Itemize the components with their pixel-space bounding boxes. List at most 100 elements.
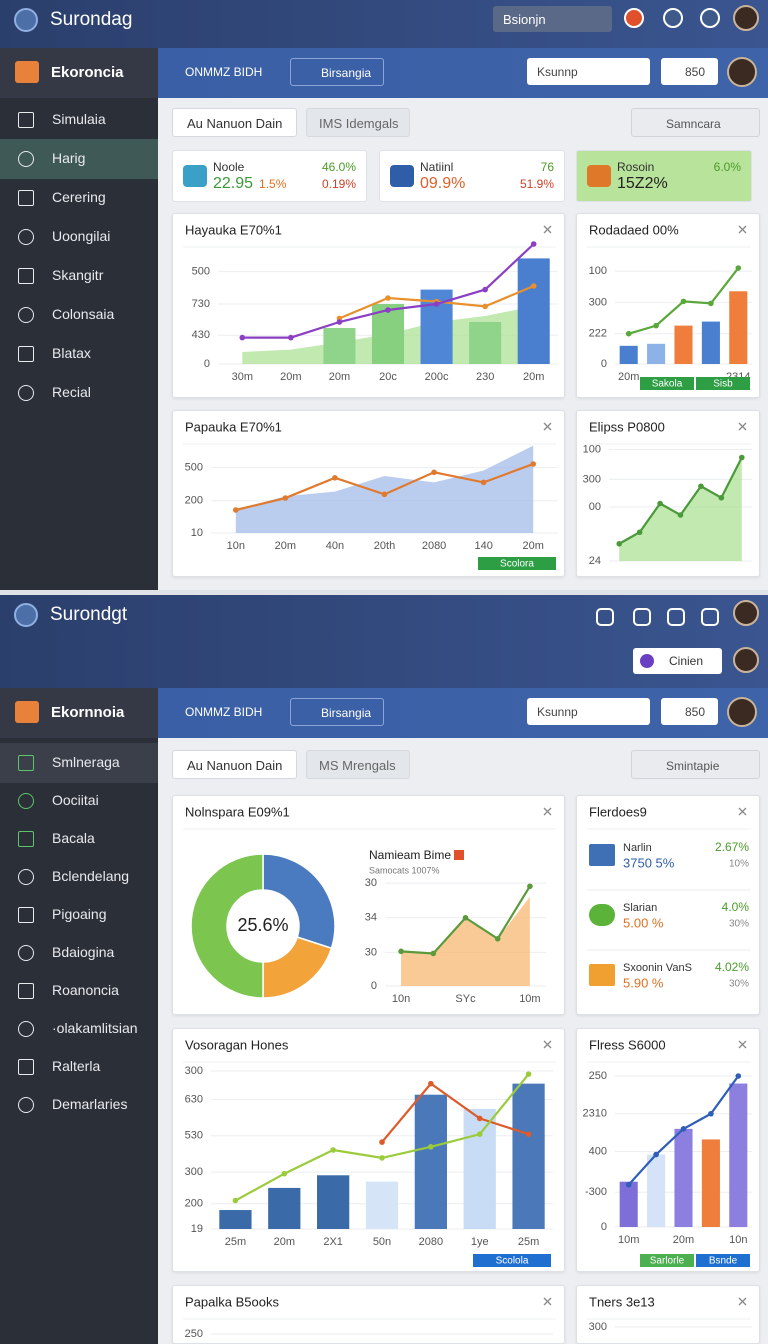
toolbar-tab[interactable]: ONMMZ BIDH (185, 705, 263, 719)
nav-item[interactable]: Recial (52, 384, 91, 400)
bar (463, 1108, 496, 1229)
y-tick-label: 0 (601, 358, 607, 370)
stat-value: 15Z2% (617, 175, 668, 192)
y-tick-label: 19 (191, 1223, 203, 1235)
x-tick-label: 40n (326, 540, 344, 552)
toolbar-counter[interactable]: 850 (661, 58, 718, 85)
nav-item[interactable]: Demarlaries (52, 1096, 128, 1112)
legend-pill (696, 1254, 750, 1267)
nav-item[interactable]: ·olakamlitsian (52, 1020, 138, 1036)
header-icon[interactable] (633, 608, 651, 626)
y-tick-label: -300 (585, 1186, 607, 1198)
search-box[interactable]: Bsionjn (493, 6, 612, 32)
panel-canvas: Vosoragan Hones 19 200 300 530 630 300 25m 20m 2X… (183, 1037, 556, 1267)
legend-pill (473, 1254, 551, 1267)
line-point (332, 475, 338, 481)
bar (701, 321, 720, 364)
panel: Flress S6000 0 -300 400 2310 250 10m 20m 10n Sarl… (576, 1028, 760, 1272)
header-icon[interactable] (701, 608, 719, 626)
line-point (433, 301, 440, 307)
toolbar-select[interactable]: Ksunnp (527, 58, 650, 85)
filter-primary[interactable]: Au Nanuon Dain (172, 108, 297, 137)
y-tick-label: 0 (204, 358, 210, 370)
nav-item[interactable]: Blatax (52, 345, 91, 361)
header-icon[interactable] (700, 8, 720, 28)
item-name: Narlin (623, 842, 652, 854)
nav-item[interactable]: Oociitai (52, 792, 99, 808)
nav-item[interactable]: Pigoaing (52, 906, 107, 922)
nav-item[interactable]: Cerering (52, 189, 106, 205)
y-tick-label: 0 (371, 980, 377, 992)
filter-secondary[interactable]: IMS Idemgals (306, 108, 410, 137)
x-tick-label: 20m (673, 1234, 694, 1246)
panel: Elipss P0800 24 00 300 100 (576, 410, 760, 577)
nav-item[interactable]: Simulaia (52, 111, 106, 127)
header-icon[interactable] (663, 8, 683, 28)
nav-icon (18, 983, 34, 999)
nav-item[interactable]: Bacala (52, 830, 95, 846)
action-button[interactable]: Smintapie (631, 750, 760, 779)
line-point (379, 1155, 385, 1161)
y-tick-label: 730 (192, 298, 210, 310)
bar (414, 1094, 447, 1229)
line-point (476, 1115, 483, 1122)
action-button[interactable]: Samncara (631, 108, 760, 137)
line-point (657, 500, 663, 507)
line-point (476, 1131, 483, 1137)
item-value: 5.90 % (623, 975, 664, 990)
line-point (428, 1080, 434, 1087)
header-icon[interactable] (624, 8, 644, 28)
nav-icon (18, 1059, 34, 1075)
panel: Nolnspara E09%1 25.6% Namieam Bime Samocats… (172, 795, 565, 1015)
bar (674, 325, 693, 364)
legend-label: Scolora (500, 559, 534, 570)
filter-primary[interactable]: Au Nanuon Dain (172, 750, 297, 779)
header-icon[interactable] (596, 608, 614, 626)
toolbar-counter[interactable]: 850 (661, 698, 718, 725)
close-icon (543, 1297, 552, 1306)
nav-item[interactable]: Ralterla (52, 1058, 101, 1074)
filter-secondary[interactable]: MS Mrengals (306, 750, 410, 779)
nav-item[interactable]: Skangitr (52, 267, 104, 283)
header-icon[interactable] (667, 608, 685, 626)
item-name: Slarian (623, 902, 657, 914)
nav-item[interactable]: Smlneraga (52, 754, 120, 770)
panel: Rodadaed 00% 0 222 300 100 20m 2314 Sakola Sisb (576, 213, 760, 398)
toolbar-button[interactable]: Birsangia (290, 698, 384, 726)
item-value: 3750 5% (623, 855, 675, 870)
nav-icon (18, 229, 34, 245)
close-icon (543, 1040, 552, 1049)
nav-item[interactable]: Colonsaia (52, 306, 115, 322)
line (381, 1082, 529, 1143)
toolbar-tab[interactable]: ONMMZ BIDH (185, 65, 263, 79)
area (619, 457, 742, 561)
toolbar-button[interactable]: Birsangia (290, 58, 384, 86)
panel-title: Flress S6000 (589, 1037, 666, 1052)
nav-item[interactable]: Bdaiogina (52, 944, 115, 960)
line-point (625, 330, 632, 337)
brand-icon (14, 8, 38, 32)
bar (219, 1210, 252, 1229)
header-select[interactable]: Cinien (633, 648, 722, 674)
close-icon (738, 1297, 747, 1306)
nav-item[interactable]: Roanoncia (52, 982, 119, 998)
toolbar-select[interactable]: Ksunnp (527, 698, 650, 725)
line-point (616, 540, 623, 547)
nav-item[interactable]: Bclendelang (52, 868, 130, 884)
item-icon (589, 844, 615, 866)
nav-active (0, 743, 158, 783)
y-tick-label: 30 (365, 946, 377, 958)
nav-item[interactable]: Harig (52, 150, 86, 166)
line-point (525, 1131, 532, 1137)
stat-value-row: 09.9% (420, 175, 465, 193)
x-tick-label: SYc (455, 993, 476, 1005)
bar (729, 291, 748, 364)
nav-icon (18, 385, 34, 401)
panel-canvas: Nolnspara E09%1 25.6% Namieam Bime Samocats… (183, 804, 556, 1005)
legend-pill (696, 377, 750, 390)
x-tick-label: 30m (232, 371, 253, 383)
nav-item[interactable]: Uoongilai (52, 228, 111, 244)
panel-canvas: Papalka B5ooks 250 (183, 1294, 556, 1340)
avatar (733, 600, 759, 626)
